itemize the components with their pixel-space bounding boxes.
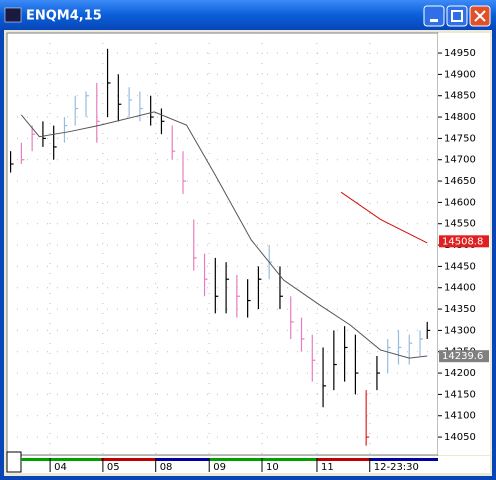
y-tick-label: 14550 — [444, 219, 476, 230]
session-strip — [21, 458, 101, 461]
session-strip — [370, 458, 438, 461]
price-tag — [439, 235, 489, 248]
y-tick-label: 14050 — [444, 432, 476, 443]
close-icon — [474, 10, 486, 22]
x-tick-label: 09 — [213, 462, 226, 473]
session-strip — [262, 458, 317, 461]
session-strip — [156, 458, 209, 461]
minimize-button[interactable] — [423, 5, 445, 27]
app-icon — [4, 7, 22, 23]
y-tick-label: 14950 — [444, 48, 476, 59]
y-tick-label: 14300 — [444, 325, 476, 336]
session-strip — [101, 458, 156, 461]
y-tick-label: 14150 — [444, 389, 476, 400]
window-title: ENQM4,15 — [26, 9, 102, 24]
x-tick-label: 10 — [266, 462, 279, 473]
y-tick-label: 14200 — [444, 368, 476, 379]
price-tag — [439, 350, 489, 363]
x-tick-label: 04 — [54, 462, 67, 473]
y-tick-label: 14400 — [444, 283, 476, 294]
session-strip — [209, 458, 262, 461]
y-tick-label: 14700 — [444, 155, 476, 166]
y-tick-label: 14850 — [444, 91, 476, 102]
indicator-line — [20, 111, 428, 359]
plot-area — [6, 32, 439, 456]
y-tick-label: 14800 — [444, 112, 476, 123]
price-tag-label: 14508.8 — [442, 236, 483, 247]
x-tick-label: 08 — [160, 462, 173, 473]
session-strip — [317, 458, 370, 461]
y-tick-label: 14750 — [444, 133, 476, 144]
y-tick-label: 14100 — [444, 411, 476, 422]
maximize-button[interactable] — [446, 5, 468, 27]
price-tag-label: 14239.6 — [442, 351, 483, 362]
scroll-box[interactable] — [6, 451, 22, 473]
indicator-line — [340, 191, 428, 244]
y-tick-label: 14650 — [444, 176, 476, 187]
minimize-icon — [430, 19, 438, 22]
y-tick-label: 14450 — [444, 261, 476, 272]
x-tick-label: 11 — [321, 462, 334, 473]
title-bar — [0, 0, 496, 30]
x-tick-label: 05 — [107, 462, 120, 473]
y-tick-label: 14900 — [444, 69, 476, 80]
maximize-icon — [451, 10, 463, 22]
y-tick-label: 14600 — [444, 197, 476, 208]
x-tick-label: 12-23:30 — [374, 462, 419, 473]
y-tick-label: 14350 — [444, 304, 476, 315]
